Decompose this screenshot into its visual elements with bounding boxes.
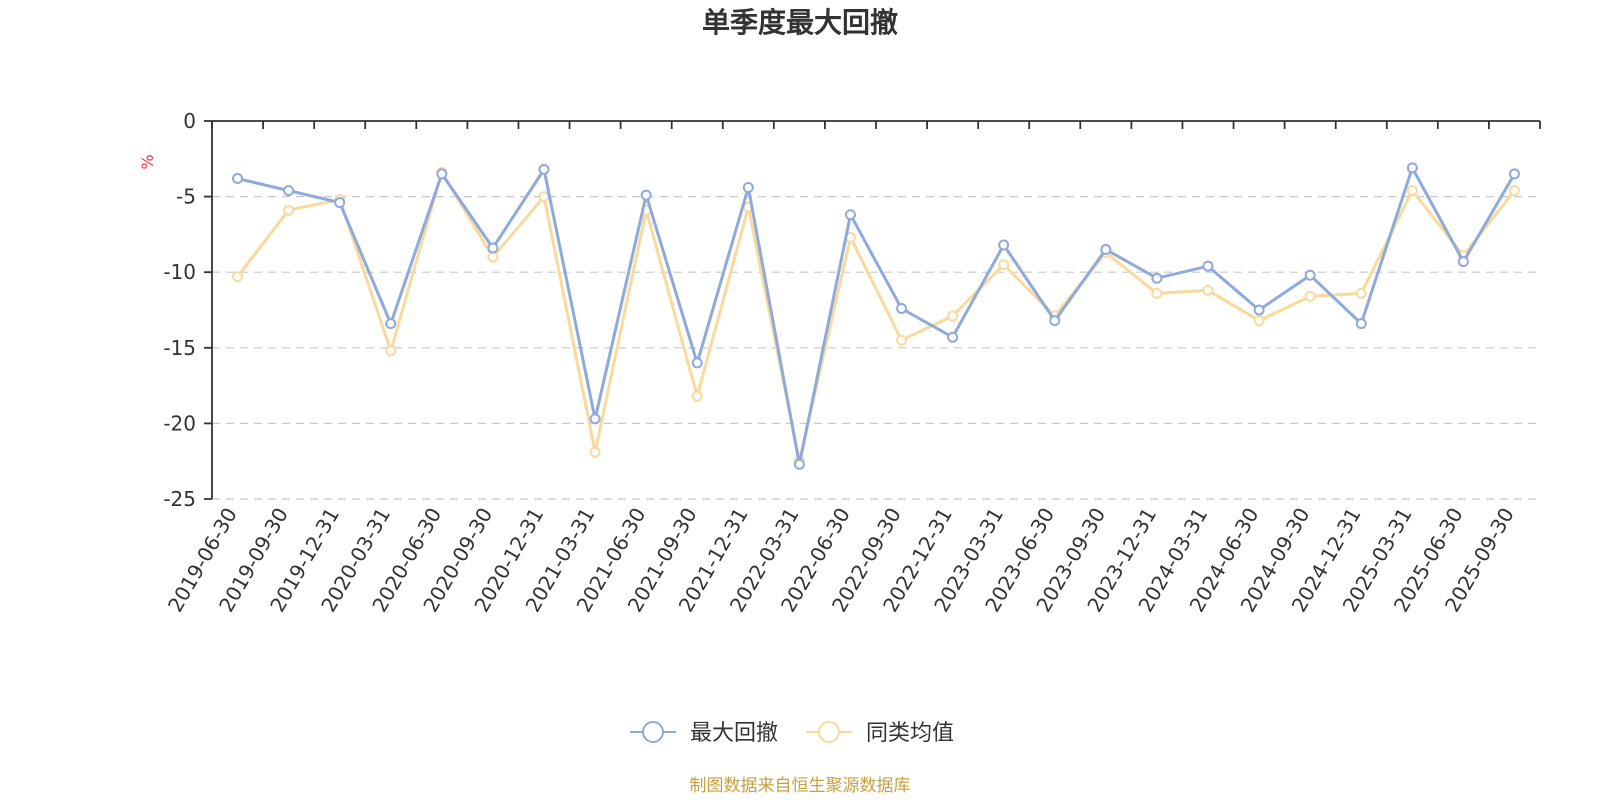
data-point <box>1355 318 1367 330</box>
data-point <box>589 413 601 425</box>
legend-label: 最大回撤 <box>690 721 778 746</box>
axes: 0-5-10-15-20-252019-06-302019-09-302019-… <box>163 109 1541 616</box>
data-point <box>947 310 959 322</box>
data-point <box>998 259 1010 271</box>
data-point <box>1049 315 1061 327</box>
data-point <box>232 172 244 184</box>
legend-item-max-drawdown[interactable]: 最大回撤 <box>630 721 778 746</box>
y-tick-label: -25 <box>163 487 196 511</box>
data-point <box>1202 284 1214 296</box>
data-point <box>998 239 1010 251</box>
y-axis-unit: % <box>138 154 157 169</box>
data-point <box>691 357 703 369</box>
legend-item-peer-average[interactable]: 同类均值 <box>806 721 954 746</box>
data-point <box>1406 185 1418 197</box>
data-point <box>896 302 908 314</box>
y-tick-label: -15 <box>163 336 196 360</box>
series-layer <box>232 162 1520 470</box>
y-tick-label: -5 <box>176 185 196 209</box>
data-point <box>844 209 856 221</box>
grid-lines <box>212 196 1540 500</box>
data-point <box>1202 260 1214 272</box>
data-point <box>1151 287 1163 299</box>
data-point <box>947 331 959 343</box>
data-point <box>691 390 703 402</box>
chart-title: 单季度最大回撤 <box>702 6 898 39</box>
y-tick-label: 0 <box>183 109 196 133</box>
data-point <box>487 251 499 263</box>
data-point <box>1508 168 1520 180</box>
data-source-note: 制图数据来自恒生聚源数据库 <box>690 776 911 796</box>
legend-marker <box>642 721 664 743</box>
data-point <box>1253 315 1265 327</box>
data-point <box>1406 162 1418 174</box>
data-point <box>538 191 550 203</box>
data-point <box>487 242 499 254</box>
data-point <box>640 189 652 201</box>
data-point <box>1457 256 1469 268</box>
legend-marker <box>818 721 840 743</box>
data-point <box>232 271 244 283</box>
data-point <box>283 185 295 197</box>
series-peer-average <box>232 166 1520 467</box>
legend[interactable]: 最大回撤 同类均值 <box>630 721 954 746</box>
data-point <box>589 446 601 458</box>
data-point <box>385 345 397 357</box>
y-tick-label: -10 <box>163 260 196 284</box>
series-max-drawdown <box>232 162 1520 470</box>
legend-label: 同类均值 <box>866 721 954 746</box>
data-point <box>385 318 397 330</box>
data-point <box>1508 185 1520 197</box>
data-point <box>538 163 550 175</box>
data-point <box>1304 269 1316 281</box>
data-point <box>1253 304 1265 316</box>
data-point <box>742 182 754 194</box>
data-point <box>436 168 448 180</box>
data-point <box>793 458 805 470</box>
data-point <box>896 334 908 346</box>
data-point <box>1151 272 1163 284</box>
series-line <box>237 166 1516 466</box>
y-tick-label: -20 <box>163 411 196 435</box>
data-point <box>334 197 346 209</box>
data-point <box>283 204 295 216</box>
data-point <box>1304 290 1316 302</box>
data-point <box>1355 287 1367 299</box>
data-point <box>1100 244 1112 256</box>
